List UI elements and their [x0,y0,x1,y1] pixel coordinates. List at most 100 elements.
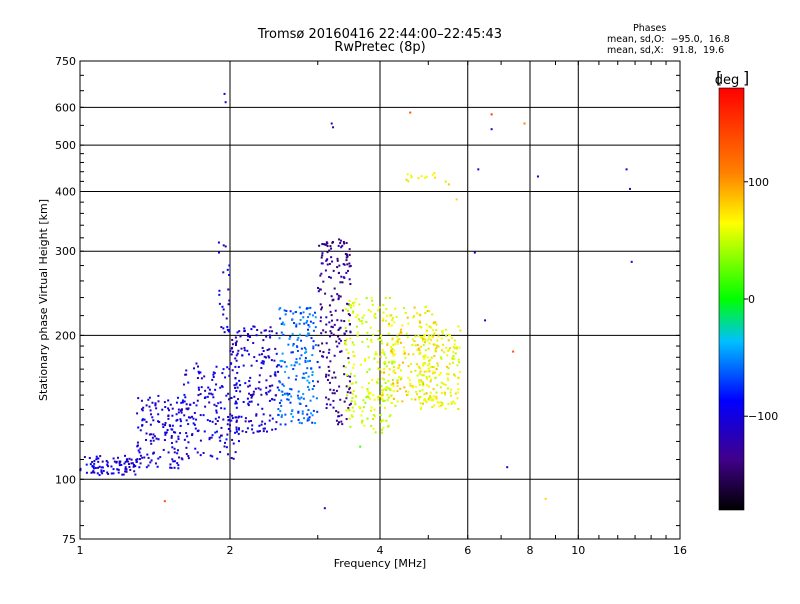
data-point [345,241,348,244]
data-point [265,379,268,382]
data-point [373,408,376,411]
data-point [431,366,434,369]
data-point [421,381,424,384]
data-point [392,370,395,373]
data-point [454,392,457,395]
data-point [381,431,384,434]
data-point [544,497,547,500]
data-point [318,244,321,247]
data-point [430,396,433,399]
data-point [305,371,308,374]
data-point [443,393,446,396]
data-point [329,330,332,333]
data-point [169,466,172,469]
data-point [431,329,434,332]
data-point [347,361,350,364]
data-point [332,269,335,272]
data-point [353,354,356,357]
data-point [145,438,148,441]
data-point [280,390,283,393]
data-point [192,401,195,404]
data-point [226,328,229,331]
data-point [382,311,385,314]
data-point [244,420,247,423]
data-point [387,379,390,382]
data-point [394,404,397,407]
data-point [312,340,315,343]
data-point [200,386,203,389]
data-point [212,375,215,378]
data-point [393,349,396,352]
data-point [145,432,148,435]
data-point [327,351,330,354]
data-point [447,379,450,382]
data-point [178,456,181,459]
data-point [136,458,139,461]
data-point [352,350,355,353]
data-point [389,314,392,317]
data-point [292,312,295,315]
data-point [393,369,396,372]
data-point [348,417,351,420]
data-point [292,368,295,371]
data-point [418,379,421,382]
data-point [262,350,265,353]
data-point [414,385,417,388]
data-point [229,413,232,416]
data-point [333,371,336,374]
data-point [380,419,383,422]
data-point [354,403,357,406]
data-point [274,428,277,431]
data-point [349,304,352,307]
data-point [227,303,230,306]
data-point [425,323,428,326]
data-point [226,453,229,456]
data-point [261,360,264,363]
data-point [423,370,426,373]
data-point [137,397,140,400]
data-point [381,377,384,380]
data-point [252,393,255,396]
data-point [453,357,456,360]
data-point [157,438,160,441]
data-point [187,455,190,458]
data-point [282,384,285,387]
data-point [162,448,165,451]
data-point [306,385,309,388]
data-point [136,445,139,448]
data-point [407,376,410,379]
data-point [394,307,397,310]
data-point [255,334,258,337]
data-point [452,350,455,353]
data-point [384,381,387,384]
data-point [374,415,377,418]
data-point [302,316,305,319]
data-point [424,176,427,179]
data-point [133,463,136,466]
data-point [324,292,327,295]
data-point [283,361,286,364]
data-point [118,464,121,467]
data-point [234,400,237,403]
data-point [445,346,448,349]
data-point [220,426,223,429]
data-point [191,433,194,436]
data-point [187,381,190,384]
data-point [330,332,333,335]
data-point [418,372,421,375]
data-point [113,460,116,463]
data-point [319,303,322,306]
data-point [369,326,372,329]
data-point [243,346,246,349]
data-point [230,457,233,460]
data-point [305,307,308,310]
data-point [235,390,238,393]
data-point [222,271,225,274]
data-point [330,122,333,125]
data-point [394,343,397,346]
data-point [328,304,331,307]
data-point [316,380,319,383]
data-point [332,399,335,402]
data-point [423,357,426,360]
data-point [447,349,450,352]
